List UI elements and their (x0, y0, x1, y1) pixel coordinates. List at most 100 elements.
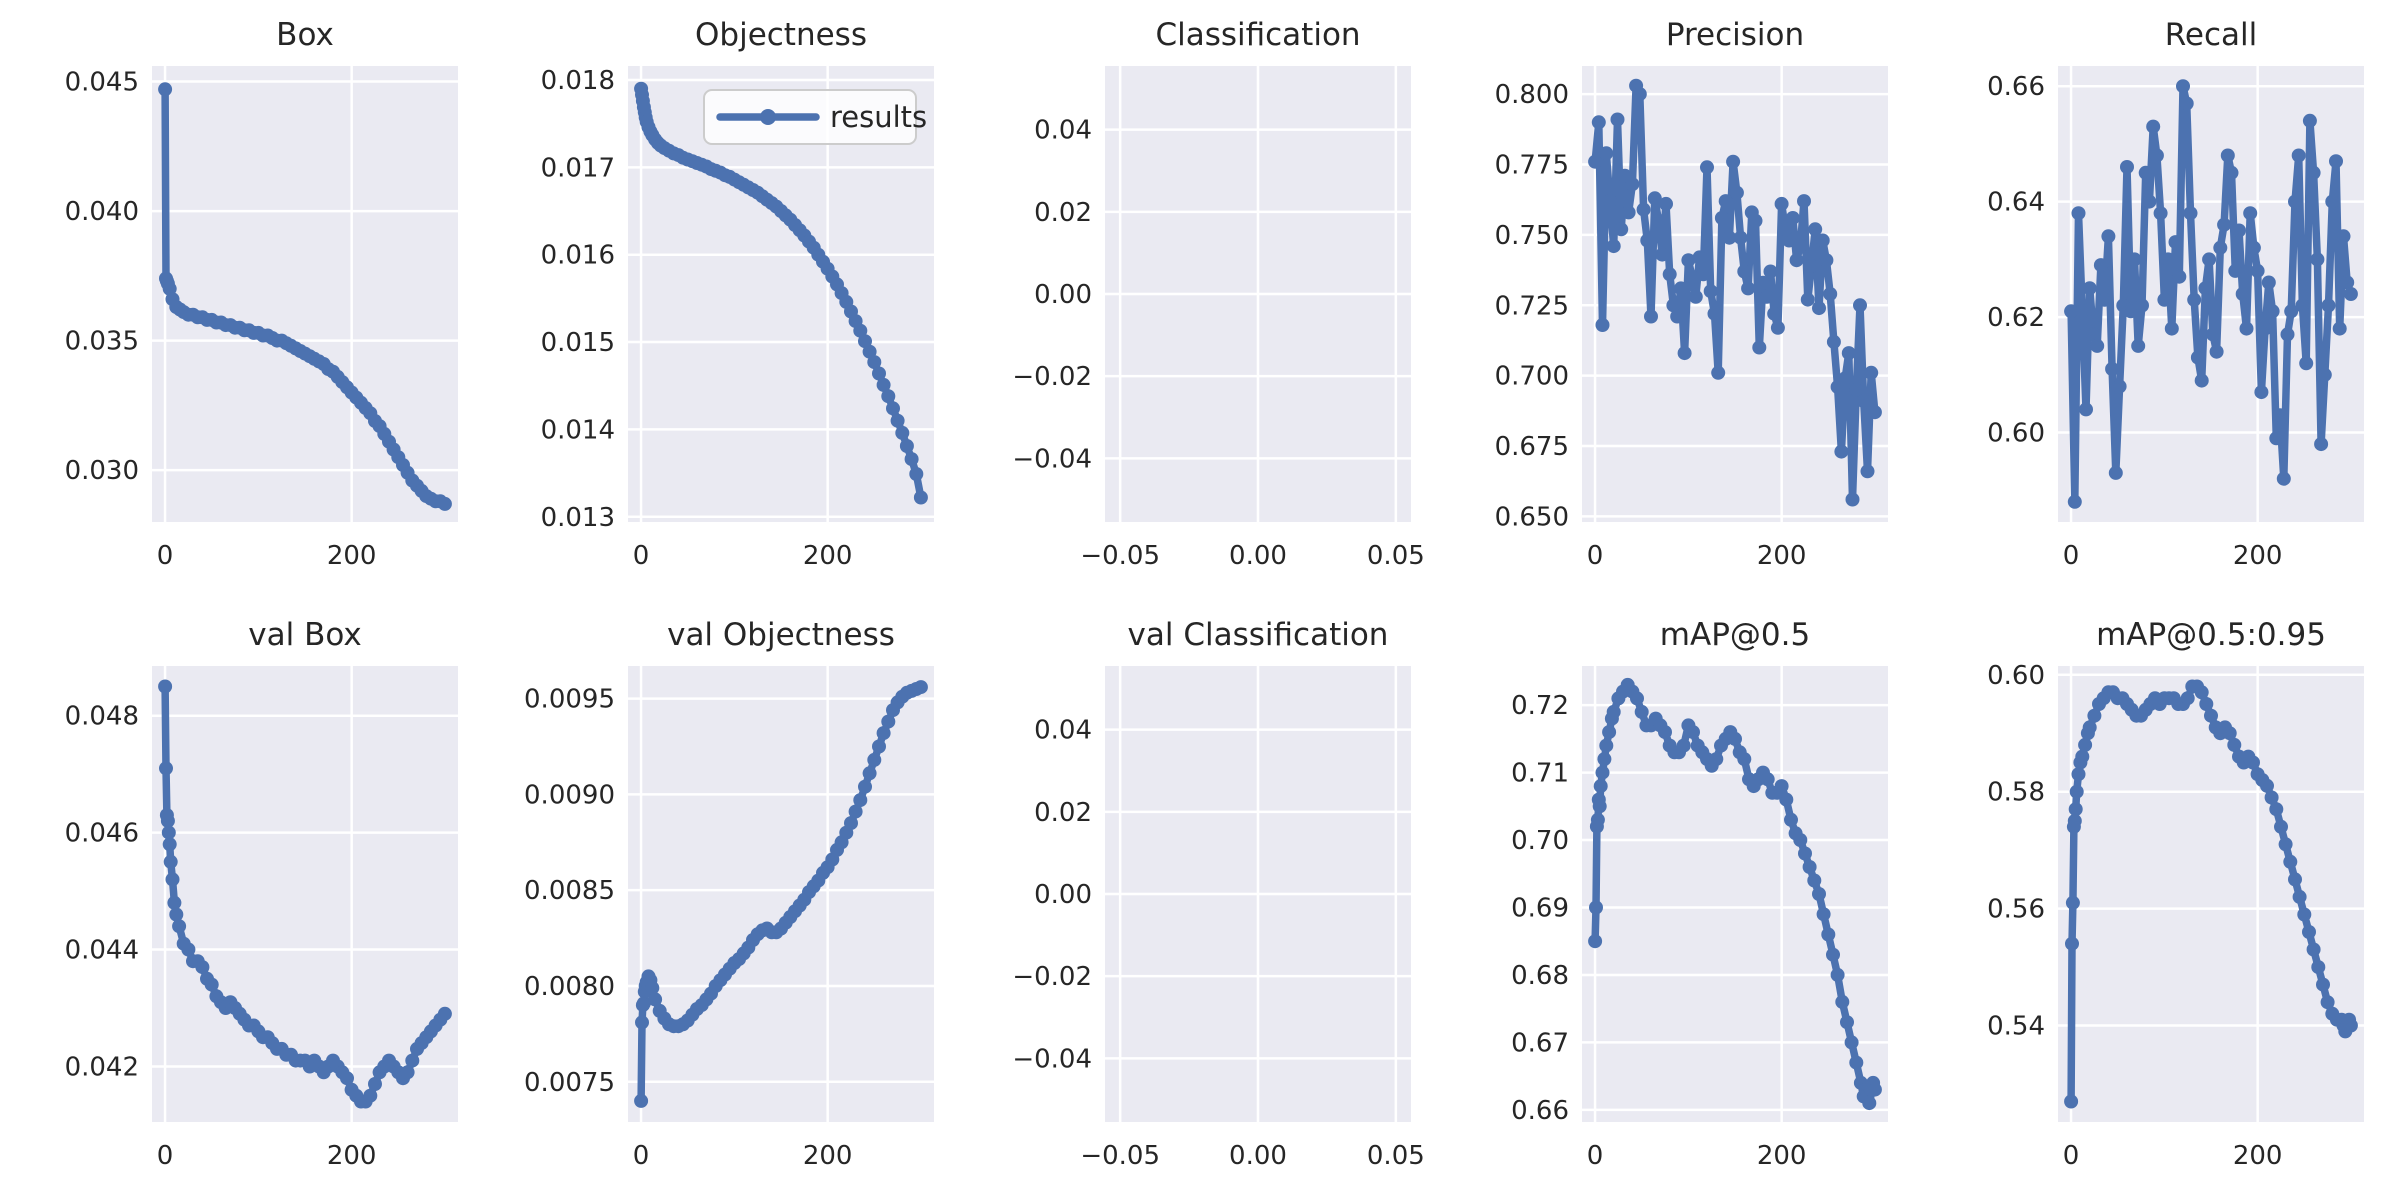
data-point-marker (2261, 275, 2276, 290)
data-point-marker (204, 977, 219, 992)
data-point-marker (1789, 253, 1804, 268)
y-tick-label: 0.69 (1511, 893, 1569, 923)
data-point-marker (2205, 327, 2220, 342)
data-point-marker (1651, 213, 1666, 228)
data-point-marker (1726, 154, 1741, 169)
y-tick-label: 0.015 (541, 328, 615, 358)
y-tick-labels: 0.045 0.040 0.035 0.030 (65, 68, 139, 487)
data-point-marker (1812, 887, 1826, 901)
data-point-marker (1709, 752, 1724, 767)
axes-background (152, 666, 458, 1122)
data-point-marker (2239, 321, 2254, 336)
data-point-marker (2217, 217, 2232, 232)
data-point-marker (437, 1006, 452, 1021)
y-tick-label: −0.02 (1012, 362, 1092, 392)
data-point-marker (2087, 708, 2102, 723)
chart-val-objectness: val Objectness0.00950.00900.00850.00800.… (524, 617, 934, 1171)
y-tick-label: 0.044 (65, 936, 139, 966)
data-point-marker (1599, 146, 1614, 161)
data-point-marker (1703, 284, 1718, 299)
chart-precision: Precision0.8000.7750.7500.7250.7000.6750… (1495, 17, 1888, 571)
y-tick-labels: 0.66 0.64 0.62 0.60 (1987, 72, 2045, 448)
data-point-marker (1722, 230, 1737, 245)
data-point-marker (162, 837, 177, 852)
data-point-marker (2258, 321, 2273, 336)
chart-title: Box (276, 17, 334, 53)
y-tick-label: 0.040 (65, 197, 139, 227)
data-point-marker (2329, 154, 2343, 169)
y-tick-labels: 0.60 0.58 0.56 0.54 (1987, 661, 2045, 1042)
data-point-marker (1862, 1096, 1877, 1111)
y-tick-label: −0.02 (1012, 962, 1092, 992)
data-point-marker (2146, 119, 2161, 134)
subplot-precision: Precision 0.800 0.775 0.750 0.725 0.700 0.675 0… (1440, 0, 1920, 600)
data-point-marker (1793, 833, 1808, 847)
data-point-marker (1644, 309, 1658, 324)
chart-val-classification: val Classification 0.04 0.02 0.00 −0.02 −0.04… (1012, 617, 1424, 1171)
data-point-marker (2295, 298, 2310, 313)
chart-map-0-5: mAP@0.5 0.72 0.71 0.70 0.69 0.68 0.67 0.66 0 200 (1511, 617, 1888, 1171)
data-point-marker (635, 1015, 649, 1030)
data-point-marker (1779, 792, 1794, 807)
data-point-marker (867, 355, 882, 370)
data-point-marker (2194, 373, 2209, 388)
data-point-marker (1670, 309, 1685, 324)
data-point-marker (165, 872, 180, 887)
data-point-marker (1823, 287, 1838, 301)
series-markers (2064, 79, 2358, 509)
data-point-marker (899, 439, 914, 453)
y-tick-labels: 0.04 0.02 0.00 −0.02 −0.04 (1012, 116, 1092, 475)
data-point-marker (167, 895, 182, 910)
data-point-marker (2209, 344, 2224, 359)
y-tick-label: 0.68 (1511, 961, 1569, 991)
data-point-marker (1662, 267, 1677, 282)
grid (1105, 66, 1411, 522)
y-tick-label: 0.046 (65, 819, 139, 849)
data-point-marker (1804, 258, 1819, 273)
data-point-marker (1595, 318, 1610, 332)
data-point-marker (1673, 281, 1688, 296)
data-point-marker (2135, 298, 2149, 313)
data-point-marker (2340, 275, 2355, 290)
chart-title: Precision (1666, 17, 1804, 53)
data-point-marker (1812, 301, 1826, 316)
data-point-marker (2105, 362, 2120, 376)
grid (1582, 666, 1888, 1122)
data-point-marker (2283, 854, 2298, 869)
y-tick-label: 0.72 (1511, 691, 1569, 721)
x-tick-label: 200 (803, 1141, 853, 1171)
data-point-marker (862, 344, 877, 359)
data-point-marker (2306, 165, 2321, 180)
y-tick-labels: 0.04 0.02 0.00 −0.02 −0.04 (1012, 716, 1092, 1075)
axes-background (152, 66, 458, 522)
data-point-marker (2254, 385, 2269, 400)
y-tick-label: 0.725 (1495, 291, 1569, 321)
data-point-marker (858, 334, 872, 349)
y-tick-label: 0.048 (65, 702, 139, 732)
data-point-marker (159, 761, 173, 776)
data-point-marker (158, 679, 173, 694)
data-point-marker (160, 813, 175, 828)
data-point-marker (2302, 113, 2317, 128)
data-point-marker (1752, 340, 1767, 355)
data-point-marker (1844, 1035, 1859, 1050)
data-point-marker (2224, 165, 2239, 180)
data-point-marker (195, 960, 210, 975)
data-point-marker (913, 680, 928, 695)
chart-objectness: Objectness 0.018 0.017 0.016 0.015 0.014 0.013… (541, 17, 934, 571)
data-point-marker (2090, 338, 2105, 353)
data-point-marker (2264, 790, 2279, 805)
data-point-marker (1686, 725, 1700, 740)
data-point-marker (2269, 802, 2284, 817)
data-point-marker (2086, 327, 2101, 342)
data-point-marker (2199, 697, 2214, 711)
data-point-marker (1798, 846, 1812, 861)
data-point-marker (2075, 749, 2090, 764)
chart-recall: Recall 0.66 0.64 0.62 0.60 0 200 (1987, 17, 2364, 571)
data-point-marker (2320, 995, 2335, 1010)
data-point-marker (1595, 765, 1610, 780)
y-tick-label: 0.71 (1511, 759, 1569, 789)
data-point-marker (2274, 819, 2288, 834)
data-point-marker (2064, 1094, 2079, 1109)
series-markers (158, 82, 452, 511)
